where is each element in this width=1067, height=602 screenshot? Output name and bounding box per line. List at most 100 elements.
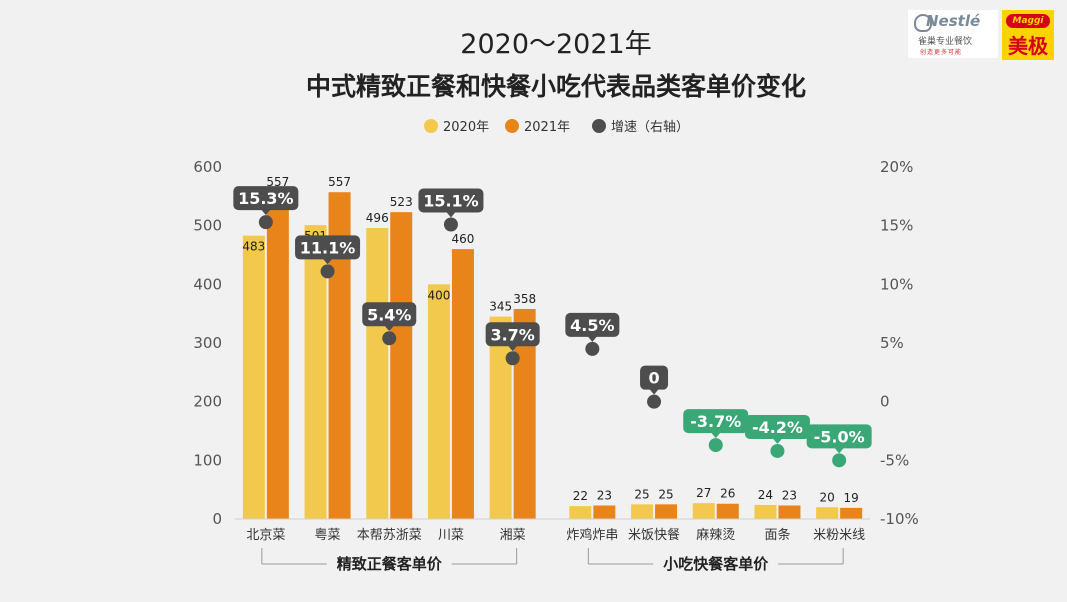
bar-value-label: 19: [844, 491, 859, 505]
left-tick-label: 200: [193, 393, 222, 411]
growth-badge-pointer: [445, 211, 456, 218]
bar-2021: [513, 308, 536, 519]
growth-marker: [258, 215, 273, 230]
growth-label: 15.1%: [423, 191, 479, 210]
growth-marker: [320, 264, 335, 279]
growth-badge-pointer: [587, 335, 598, 342]
right-tick-label: -5%: [880, 451, 909, 469]
growth-badge: [683, 409, 749, 434]
bar-2021: [655, 504, 678, 519]
bar-2020: [754, 504, 777, 519]
bar-2021: [778, 505, 801, 519]
bar-2020: [692, 503, 715, 519]
bar-value-label: 23: [782, 489, 797, 503]
category-label: 川菜: [438, 528, 464, 543]
group-label: 精致正餐客单价: [337, 555, 443, 573]
bar-value-label: 400: [427, 288, 450, 302]
bar-value-label: 557: [328, 175, 351, 189]
nestle-sub-text: 创造更多可能: [920, 49, 963, 56]
growth-badge: [744, 414, 810, 439]
bar-2021: [716, 503, 739, 519]
growth-marker: [505, 351, 520, 366]
category-label: 湘菜: [500, 528, 526, 543]
left-tick-label: 300: [193, 334, 222, 352]
right-tick-label: 10%: [880, 275, 913, 293]
bar-value-label: 496: [366, 211, 389, 225]
growth-badge: [640, 365, 669, 390]
bar-value-label: 358: [513, 292, 536, 306]
bar-2020: [366, 228, 389, 519]
bar-value-label: 557: [266, 175, 289, 189]
maggi-logo: Maggi 美极: [1002, 10, 1054, 60]
bar-2020: [427, 284, 450, 519]
bar-value-label: 25: [658, 487, 673, 501]
growth-label: 5.4%: [367, 305, 411, 324]
bar-value-label: 27: [696, 486, 711, 500]
legend-marker-2: [592, 119, 606, 133]
nestle-brand-text: Nestlé: [926, 12, 981, 30]
growth-badge-pointer: [507, 345, 518, 352]
bar-value-label: 460: [451, 232, 474, 246]
growth-label: 0: [648, 369, 659, 388]
growth-marker: [585, 341, 600, 356]
growth-label: 15.3%: [238, 189, 294, 208]
bar-value-label: 24: [758, 488, 773, 502]
category-label: 炸鸡炸串: [566, 527, 618, 543]
bar-2021: [593, 505, 616, 519]
bar-2021: [390, 212, 413, 519]
right-tick-label: 15%: [880, 217, 913, 235]
legend-label-2: 增速（右轴）: [611, 120, 689, 135]
growth-badge-pointer: [322, 258, 333, 265]
growth-marker: [770, 443, 785, 458]
growth-marker: [708, 438, 723, 453]
legend-label-0: 2020年: [443, 120, 489, 135]
chart-title-line2: 中式精致正餐和快餐小吃代表品类客单价变化: [306, 72, 806, 101]
growth-label: -4.2%: [752, 418, 803, 437]
maggi-brand-text: Maggi: [1006, 14, 1050, 28]
left-tick-label: 0: [212, 510, 222, 528]
bar-value-label: 23: [597, 489, 612, 503]
left-tick-label: 600: [193, 158, 222, 176]
bar-2020: [489, 316, 512, 519]
growth-badge: [362, 302, 417, 327]
right-tick-label: 5%: [880, 334, 904, 352]
growth-badge: [295, 235, 361, 260]
category-label: 面条: [764, 527, 790, 543]
nestle-nest-icon: [914, 14, 932, 32]
right-tick-label: 20%: [880, 158, 913, 176]
bar-2020: [631, 504, 654, 519]
nestle-cn-text: 雀巢专业餐饮: [918, 37, 973, 47]
growth-label: -3.7%: [690, 412, 741, 431]
category-label: 米粉米线: [813, 528, 865, 543]
growth-badge: [418, 188, 484, 213]
bar-value-label: 20: [820, 490, 835, 504]
category-label: 麻辣烫: [696, 528, 735, 543]
legend-label-1: 2021年: [524, 120, 570, 135]
growth-badge: [233, 186, 299, 211]
bar-value-label: 22: [573, 489, 588, 503]
growth-marker: [443, 217, 458, 232]
bar-value-label: 523: [390, 195, 413, 209]
legend-marker-1: [505, 119, 519, 133]
right-tick-label: 0: [880, 393, 890, 411]
growth-label: 11.1%: [300, 238, 356, 257]
growth-label: 4.5%: [570, 316, 614, 335]
growth-badge-pointer: [710, 432, 721, 439]
maggi-cn-text: 美极: [1008, 34, 1048, 58]
bar-value-label: 345: [489, 300, 512, 314]
growth-marker: [647, 394, 662, 409]
nestle-logo: Nestlé 雀巢专业餐饮 创造更多可能: [908, 10, 998, 58]
bar-2021: [266, 192, 289, 519]
bar-2020: [816, 507, 839, 519]
growth-badge: [565, 312, 620, 337]
growth-label: -5.0%: [814, 427, 865, 446]
growth-marker: [832, 453, 847, 468]
group-label: 小吃快餐客单价: [663, 555, 769, 573]
bar-value-label: 26: [720, 487, 735, 501]
growth-badge-pointer: [384, 325, 395, 332]
growth-label: 3.7%: [490, 325, 534, 344]
growth-badge: [485, 322, 540, 347]
bar-2021: [840, 507, 863, 519]
